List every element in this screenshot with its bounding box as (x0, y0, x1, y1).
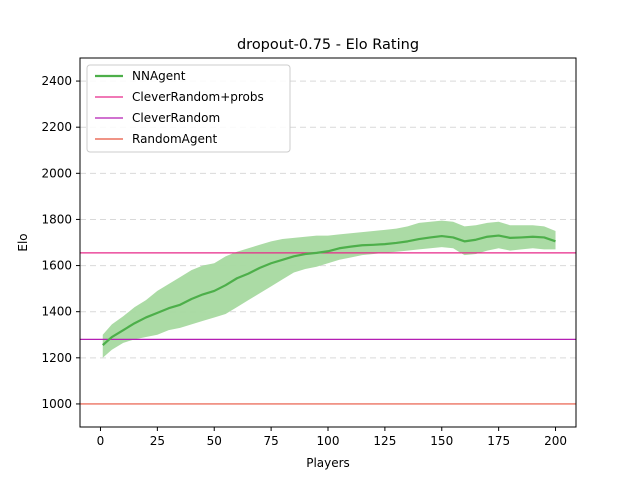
series-line-layer (102, 234, 556, 346)
x-tick-label: 200 (544, 434, 567, 448)
x-tick-label: 100 (317, 434, 340, 448)
y-tick-label: 1000 (41, 397, 72, 411)
y-tick-label: 1600 (41, 259, 72, 273)
x-axis-ticks: 0 25 50 75 100 125 150 175 200 (97, 427, 567, 448)
y-tick-label: 1800 (41, 212, 72, 226)
nnagent-confidence-band (102, 220, 556, 358)
y-axis-ticks: 1000 1200 1400 1600 1800 2000 2200 2400 (41, 74, 80, 411)
legend-box (86, 64, 291, 153)
x-tick-label: 25 (150, 434, 165, 448)
x-tick-label: 175 (487, 434, 510, 448)
y-axis-label: Elo (16, 233, 30, 251)
y-tick-label: 2200 (41, 120, 72, 134)
confidence-band-layer (102, 220, 556, 358)
legend-items: NNAgent CleverRandom+probs CleverRandom Ran… (95, 69, 264, 146)
y-tick-label: 2400 (41, 74, 72, 88)
legend-label-randomagent: RandomAgent (132, 132, 217, 146)
x-tick-label: 150 (430, 434, 453, 448)
y-tick-label: 2000 (41, 166, 72, 180)
legend: NNAgent CleverRandom+probs CleverRandom Ran… (86, 64, 291, 153)
x-axis-label: Players (306, 456, 350, 470)
x-tick-label: 50 (207, 434, 222, 448)
x-tick-label: 0 (97, 434, 105, 448)
legend-label-cleverrandom-probs: CleverRandom+probs (132, 90, 264, 104)
legend-label-nnagent: NNAgent (132, 69, 186, 83)
y-tick-label: 1400 (41, 305, 72, 319)
x-tick-label: 125 (373, 434, 396, 448)
y-tick-label: 1200 (41, 351, 72, 365)
x-tick-label: 75 (263, 434, 278, 448)
nnagent-mean-line (102, 234, 556, 346)
chart-title: dropout-0.75 - Elo Rating (237, 37, 419, 53)
reference-lines (80, 252, 576, 405)
legend-label-cleverrandom: CleverRandom (132, 111, 220, 125)
